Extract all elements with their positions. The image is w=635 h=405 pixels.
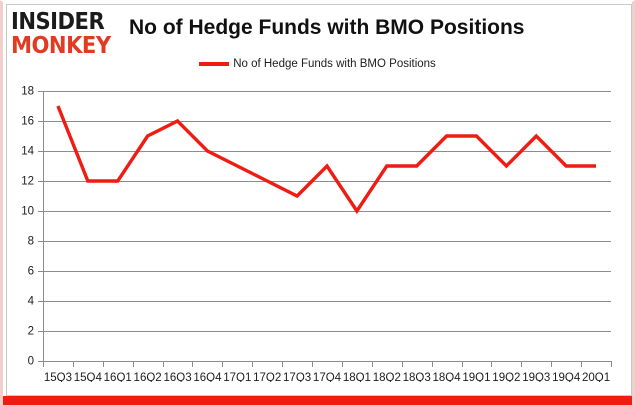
x-axis-tick-label: 19Q3 <box>522 372 550 382</box>
line-chart-svg: 18 16 14 12 10 8 6 4 2 0 15Q3 15Q4 16Q1 16Q2 16Q3 16Q4… <box>21 86 612 382</box>
insider-monkey-logo: INSIDER MONKEY <box>11 11 123 58</box>
x-axis-tick-label: 16Q4 <box>193 372 222 382</box>
x-axis-tick-label: 18Q2 <box>373 372 401 382</box>
x-axis-tick-label: 19Q1 <box>462 372 490 382</box>
x-axis-tick-label: 16Q2 <box>134 372 162 382</box>
data-series-group <box>56 105 597 215</box>
y-axis-tick-label: 4 <box>28 296 35 308</box>
y-axis-tick-label: 0 <box>28 356 34 368</box>
logo-text-monkey: MONKEY <box>11 33 111 59</box>
x-axis-tick-label: 17Q4 <box>313 372 342 382</box>
y-axis-tick-label: 2 <box>28 326 34 338</box>
series-line-no-of-hedge-funds <box>56 105 597 215</box>
y-axis-tick-label: 8 <box>28 236 34 248</box>
y-axis-tick-label: 12 <box>21 176 34 188</box>
plot-area: 18 16 14 12 10 8 6 4 2 0 15Q3 15Q4 16Q1 16Q2 16Q3 16Q4… <box>3 82 635 382</box>
x-axis-tick-label: 19Q4 <box>552 372 581 382</box>
x-axis-tick-label: 17Q3 <box>283 372 311 382</box>
x-axis-tick-label: 18Q4 <box>433 372 462 382</box>
x-axis-tick-label: 16Q3 <box>163 372 191 382</box>
gridlines-group <box>43 91 611 362</box>
x-axis-tick-label: 15Q4 <box>74 372 103 382</box>
logo-text-insider: INSIDER <box>11 9 105 35</box>
legend-item-label: No of Hedge Funds with BMO Positions <box>233 58 436 70</box>
x-axis-tick-label: 15Q3 <box>44 372 72 382</box>
x-axis-tick-label: 16Q1 <box>104 372 132 382</box>
x-axis-tick-label: 17Q2 <box>253 372 281 382</box>
x-axis-tick-label: 17Q1 <box>223 372 251 382</box>
x-axis-tick-label: 18Q3 <box>403 372 431 382</box>
x-axis-tick-label: 19Q2 <box>492 372 520 382</box>
y-axis-tick-label: 10 <box>21 206 34 218</box>
y-axis-tick-label: 6 <box>28 266 34 278</box>
chart-legend: No of Hedge Funds with BMO Positions <box>3 58 632 70</box>
y-axis-tick-label: 18 <box>21 86 34 98</box>
x-axis-tick-label: 18Q1 <box>343 372 371 382</box>
y-axis-tick-label: 14 <box>21 146 34 158</box>
chart-title: No of Hedge Funds with BMO Positions <box>129 16 525 39</box>
x-axis-tick-label: 20Q1 <box>582 372 610 382</box>
legend-line-swatch-icon <box>199 62 230 66</box>
y-axis-group: 18 16 14 12 10 8 6 4 2 0 <box>21 86 44 368</box>
y-axis-tick-label: 16 <box>21 116 34 128</box>
bottom-accent-bar <box>3 396 632 405</box>
x-axis-group: 15Q3 15Q4 16Q1 16Q2 16Q3 16Q4 17Q1 17Q2 17Q3 17Q4… <box>43 361 612 382</box>
